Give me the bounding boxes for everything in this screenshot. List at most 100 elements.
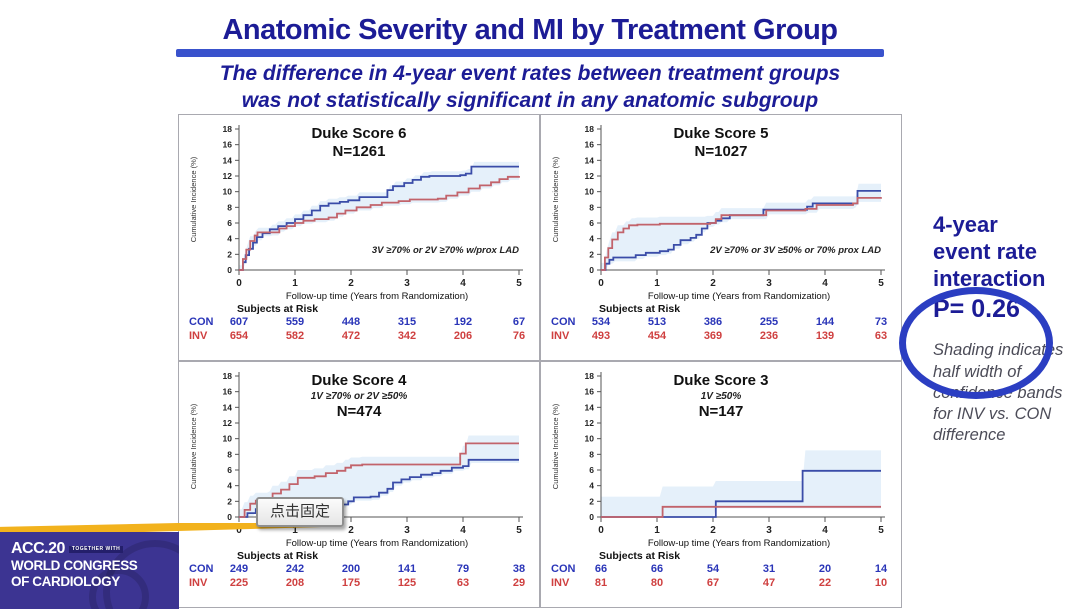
risk-inv-value: 22	[818, 577, 832, 589]
risk-inv-value: 76	[512, 330, 526, 342]
risk-inv-value: 493	[591, 330, 611, 342]
risk-con-value: 73	[874, 316, 888, 328]
svg-text:2: 2	[348, 525, 354, 536]
risk-inv-value: 139	[815, 330, 835, 342]
svg-text:4: 4	[460, 278, 466, 289]
header: Anatomic Severity and MI by Treatment Gr…	[130, 14, 930, 115]
risk-con-value: 66	[650, 563, 664, 575]
risk-con-value: 200	[341, 563, 361, 575]
risk-row-label-con: CON	[189, 563, 214, 575]
risk-con-value: 144	[815, 316, 835, 328]
duke-score-4-chart: 0 2 4 6 8 10 12 14 16 18 0 1 2 3 4 5 Cumulative Incidenc…	[183, 362, 535, 543]
svg-text:10: 10	[585, 187, 595, 197]
svg-text:14: 14	[585, 402, 595, 412]
risk-con-value: 31	[762, 563, 776, 575]
con-curve	[239, 165, 519, 271]
svg-text:6: 6	[589, 218, 594, 228]
risk-inv-value: 236	[759, 330, 779, 342]
risk-inv-value: 342	[397, 330, 417, 342]
svg-text:2: 2	[589, 249, 594, 259]
risk-con-value: 513	[647, 316, 667, 328]
risk-inv-value: 654	[229, 330, 249, 342]
svg-text:16: 16	[585, 387, 595, 397]
confidence-band	[601, 183, 881, 270]
risk-inv-value: 67	[706, 577, 720, 589]
svg-text:18: 18	[585, 371, 595, 381]
risk-con-value: 242	[285, 563, 305, 575]
subtitle-line-2: was not statistically significant in any…	[241, 88, 819, 112]
pin-tooltip[interactable]: 点击固定	[256, 497, 344, 527]
y-axis-label: Cumulative Incidence (%)	[551, 156, 560, 242]
risk-inv-value: 369	[703, 330, 723, 342]
svg-text:0: 0	[227, 512, 232, 522]
svg-text:5: 5	[878, 525, 884, 536]
svg-text:6: 6	[227, 218, 232, 228]
y-axis-label: Cumulative Incidence (%)	[189, 403, 198, 489]
risk-con-value: 67	[512, 316, 526, 328]
svg-text:2: 2	[227, 496, 232, 506]
risk-inv-value: 63	[874, 330, 888, 342]
svg-text:8: 8	[227, 202, 232, 212]
risk-con-value: 141	[397, 563, 417, 575]
duke-score-6-panel: 0 2 4 6 8 10 12 14 16 18 0 1 2 3 4 5 Cumulative Incidenc…	[178, 114, 540, 361]
risk-con-value: 559	[285, 316, 305, 328]
duke-score-4-panel: 0 2 4 6 8 10 12 14 16 18 0 1 2 3 4 5 Cumulative Incidenc…	[178, 361, 540, 608]
svg-text:14: 14	[223, 402, 233, 412]
subjects-at-risk-heading: Subjects at Risk	[599, 550, 681, 562]
svg-text:14: 14	[223, 155, 233, 165]
logo-of-cardiology: OF CARDIOLOGY	[11, 573, 120, 589]
inv-curve	[239, 442, 519, 518]
svg-text:0: 0	[589, 512, 594, 522]
acc20-logo: ACC.20 TOGETHER WITH WORLD CONGRESS OF C…	[0, 532, 179, 609]
svg-text:1: 1	[654, 525, 660, 536]
risk-inv-value: 454	[647, 330, 667, 342]
risk-inv-value: 472	[341, 330, 361, 342]
svg-text:16: 16	[223, 140, 233, 150]
risk-con-value: 54	[706, 563, 720, 575]
risk-con-value: 38	[512, 563, 526, 575]
inv-curve	[601, 197, 882, 271]
y-axis-label: Cumulative Incidence (%)	[551, 403, 560, 489]
confidence-band	[239, 161, 519, 270]
svg-text:0: 0	[236, 278, 242, 289]
risk-con-value: 20	[818, 563, 832, 575]
logo-circle-decoration	[89, 567, 149, 609]
panel-annotation: 3V ≥70% or 2V ≥70% w/prox LAD	[371, 245, 519, 256]
svg-text:2: 2	[227, 249, 232, 259]
svg-text:12: 12	[585, 171, 595, 181]
confidence-band	[601, 450, 881, 517]
svg-text:1: 1	[292, 525, 298, 536]
risk-inv-value: 10	[874, 577, 888, 589]
y-axis-label: Cumulative Incidence (%)	[189, 156, 198, 242]
svg-text:3: 3	[404, 278, 410, 289]
duke-score-6-chart: 0 2 4 6 8 10 12 14 16 18 0 1 2 3 4 5 Cumulative Incidenc…	[183, 115, 535, 296]
page-title: Anatomic Severity and MI by Treatment Gr…	[222, 14, 838, 46]
svg-text:6: 6	[227, 465, 232, 475]
svg-text:4: 4	[822, 278, 828, 289]
x-axis-label: Follow-up time (Years from Randomization…	[647, 538, 831, 549]
svg-text:0: 0	[236, 525, 242, 536]
risk-inv-value: 206	[453, 330, 473, 342]
svg-text:8: 8	[227, 449, 232, 459]
svg-text:4: 4	[460, 525, 466, 536]
subjects-at-risk-heading: Subjects at Risk	[237, 303, 319, 315]
right-annotation-column: 4-year event rate interaction P= 0.26 Sh…	[933, 212, 1079, 446]
svg-text:10: 10	[223, 434, 233, 444]
svg-text:2: 2	[589, 496, 594, 506]
x-axis-label: Follow-up time (Years from Randomization…	[285, 538, 469, 549]
panel-annotation: 2V ≥70% or 3V ≥50% or 70% prox LAD	[710, 245, 881, 256]
svg-text:4: 4	[589, 481, 594, 491]
confidence-band	[239, 435, 519, 517]
svg-text:4: 4	[589, 234, 594, 244]
risk-row-label-con: CON	[551, 563, 576, 575]
svg-text:1: 1	[654, 278, 660, 289]
risk-row-label-inv: INV	[551, 577, 570, 589]
risk-inv-value: 80	[650, 577, 664, 589]
duke-score-3-chart: 0 2 4 6 8 10 12 14 16 18 0 1 2 3 4 5 Cumulative Incidenc…	[545, 362, 897, 543]
risk-inv-value: 63	[456, 577, 470, 589]
svg-text:5: 5	[516, 278, 522, 289]
shading-note: Shading indicates half width of confiden…	[933, 341, 1064, 444]
svg-text:14: 14	[585, 155, 595, 165]
